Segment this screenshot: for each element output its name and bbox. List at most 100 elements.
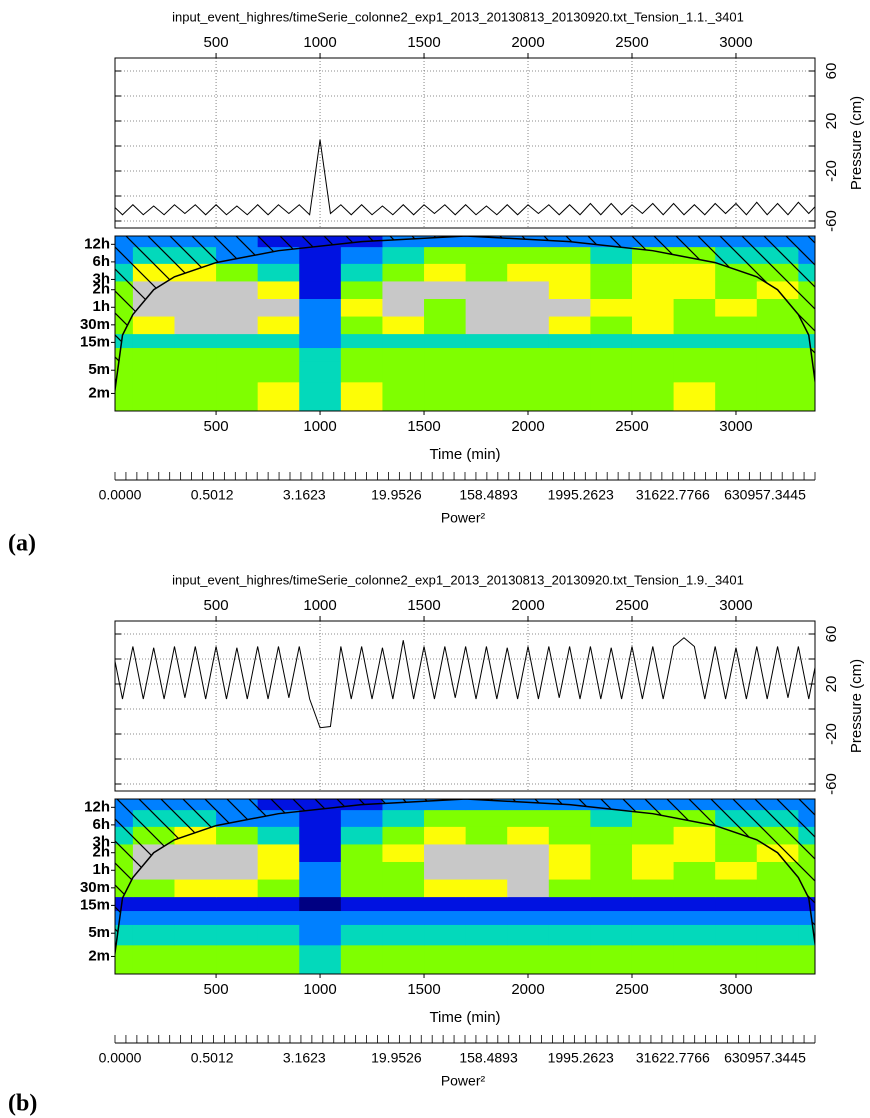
x-tick-label: 2500 (615, 34, 648, 51)
heat-cell (548, 263, 591, 282)
x-tick-label: 500 (204, 34, 229, 51)
heat-cell (174, 861, 217, 880)
heat-cell (673, 361, 716, 383)
heat-cell (631, 333, 675, 349)
x-tick-label: 2500 (615, 981, 648, 998)
heat-cell (756, 910, 799, 925)
heat-cell (340, 316, 383, 335)
heat-cell (299, 896, 342, 912)
heat-cell (257, 280, 300, 299)
heat-cell (590, 316, 633, 335)
heat-cell (673, 896, 716, 912)
heat-cell (216, 280, 259, 299)
colorbar-tick-label: 0.5012 (191, 1050, 234, 1066)
heat-cell (631, 263, 675, 282)
heat-cell (216, 944, 259, 974)
x-tick-label: 2500 (615, 597, 648, 614)
heat-cell (382, 826, 425, 845)
heat-cell (340, 879, 383, 898)
heat-cell (507, 879, 550, 898)
y-tick-label: 60 (823, 626, 840, 643)
heat-cell (715, 879, 758, 898)
heat-cell (424, 381, 467, 411)
heat-cell (132, 347, 175, 362)
heat-cell (548, 861, 591, 880)
heat-cell (590, 361, 633, 383)
heat-cell (507, 799, 550, 811)
colorbar-tick-label: 630957.3445 (724, 1050, 806, 1066)
heat-cell (673, 280, 716, 299)
heat-cell (424, 944, 467, 974)
heat-cell (382, 316, 425, 335)
heat-cell (174, 381, 217, 411)
heat-cell (299, 316, 342, 335)
heat-cell (216, 361, 259, 383)
heat-cell (465, 298, 508, 317)
y-tick-label: 15m (80, 333, 110, 350)
heat-cell (507, 381, 550, 411)
heat-cell (382, 924, 425, 946)
heat-cell (673, 826, 716, 845)
colorbar-tick-label: 31622.7766 (636, 487, 710, 503)
heat-cell (715, 347, 758, 362)
heat-cell (756, 944, 799, 974)
heat-cell (174, 298, 217, 317)
heat-cell (465, 347, 508, 362)
heat-cell (465, 896, 508, 912)
heat-cell (673, 298, 716, 317)
heat-cell (424, 280, 467, 299)
colorbar-tick-label: 3.1623 (283, 487, 326, 503)
heat-cell (216, 333, 259, 349)
heat-cell (507, 316, 550, 335)
heat-cell (590, 280, 633, 299)
heat-cell (340, 924, 383, 946)
heat-cell (756, 333, 799, 349)
heat-cell (424, 799, 467, 811)
heat-cell (174, 896, 217, 912)
heat-cell (715, 861, 758, 880)
heat-cell (798, 361, 815, 383)
heat-cell (340, 298, 383, 317)
heat-cell (424, 843, 467, 862)
heat-cell (424, 910, 467, 925)
heat-cell (548, 826, 591, 845)
heat-cell (299, 246, 342, 264)
panel-label: (a) (8, 531, 36, 557)
y-tick-label: 6h (92, 816, 110, 833)
heat-cell (424, 896, 467, 912)
heat-cell (424, 246, 467, 264)
heat-cell (299, 333, 342, 349)
colorbar-tick-label: 0.0000 (99, 487, 142, 503)
heatmap-cells (115, 799, 815, 974)
heat-cell (590, 826, 633, 845)
heat-cell (507, 236, 550, 248)
heat-cell (174, 843, 217, 862)
y-tick-label: 2m (88, 384, 110, 401)
heat-cell (673, 347, 716, 362)
heat-cell (507, 944, 550, 974)
heat-cell (299, 298, 342, 317)
heat-cell (507, 809, 550, 827)
heat-cell (631, 361, 675, 383)
heat-cell (382, 381, 425, 411)
heat-cell (340, 861, 383, 880)
heat-cell (465, 361, 508, 383)
heat-cell (424, 347, 467, 362)
heat-cell (216, 861, 259, 880)
heat-cell (216, 826, 259, 845)
plot-frame (114, 620, 816, 792)
y-tick-label: 30m (80, 316, 110, 333)
heat-cell (132, 333, 175, 349)
y-tick-label: 60 (823, 63, 840, 80)
heat-cell (507, 924, 550, 946)
heat-cell (673, 263, 716, 282)
heat-cell (340, 944, 383, 974)
heat-cell (465, 809, 508, 827)
heat-cell (507, 246, 550, 264)
heat-cell (465, 280, 508, 299)
heat-cell (299, 910, 342, 925)
y-tick-label: 5m (88, 924, 110, 941)
x-tick-label: 500 (204, 597, 229, 614)
heat-cell (715, 924, 758, 946)
heat-cell (673, 316, 716, 335)
